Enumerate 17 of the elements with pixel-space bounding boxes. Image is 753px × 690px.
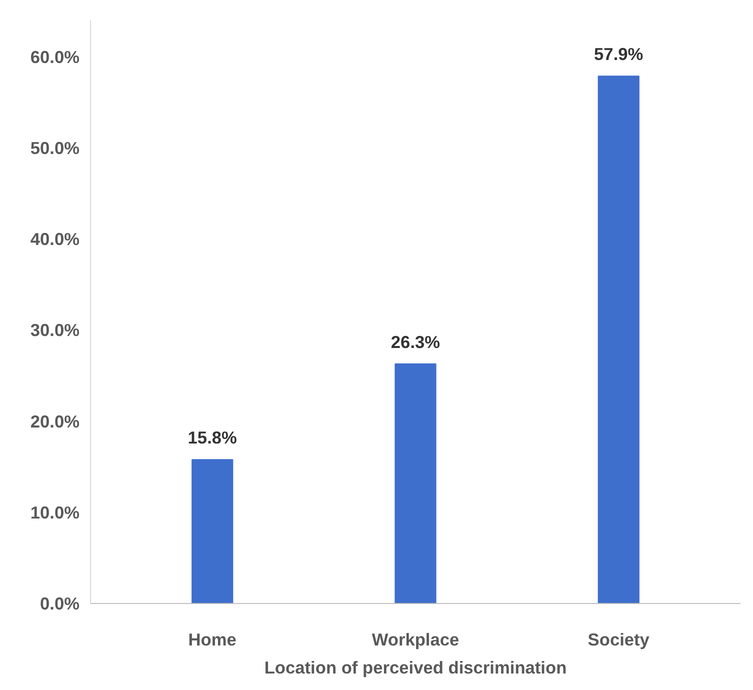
y-tick-label: 20.0% bbox=[30, 411, 80, 432]
bar bbox=[598, 76, 640, 604]
y-tick-label: 30.0% bbox=[30, 320, 80, 340]
bar bbox=[394, 363, 436, 604]
x-tick-label: Society bbox=[588, 630, 650, 650]
x-tick-label: Home bbox=[188, 630, 237, 650]
data-label: 15.8% bbox=[188, 428, 237, 448]
y-tick-label: 60.0% bbox=[30, 46, 80, 67]
y-tick-label: 10.0% bbox=[30, 502, 80, 522]
data-label: 57.9% bbox=[594, 44, 644, 64]
y-tick-label: 0.0% bbox=[40, 594, 80, 614]
bar bbox=[192, 459, 234, 604]
x-axis-title: Location of perceived discrimination bbox=[264, 658, 567, 678]
y-tick-label: 50.0% bbox=[30, 138, 80, 158]
y-tick-label: 40.0% bbox=[30, 229, 80, 250]
x-tick-label: Workplace bbox=[372, 630, 460, 650]
data-label: 26.3% bbox=[390, 332, 440, 352]
